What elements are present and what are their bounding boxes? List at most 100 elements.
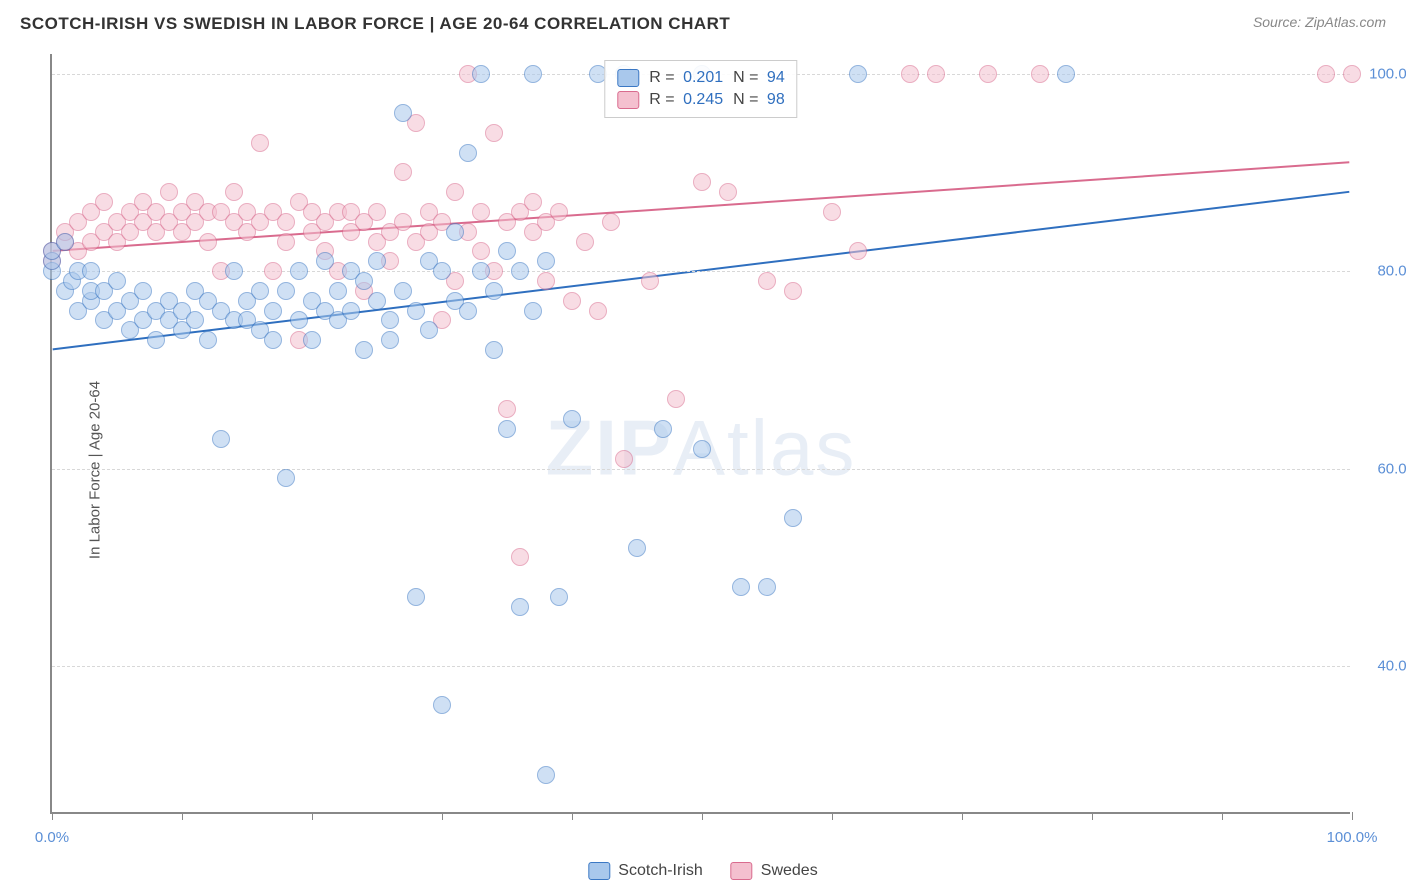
data-point <box>693 173 711 191</box>
data-point <box>485 124 503 142</box>
data-point <box>784 509 802 527</box>
data-point <box>758 272 776 290</box>
data-point <box>264 331 282 349</box>
data-point <box>667 390 685 408</box>
data-point <box>147 331 165 349</box>
n-label: N = 98 <box>733 91 785 109</box>
data-point <box>199 233 217 251</box>
legend-swatch-pink <box>617 91 639 109</box>
data-point <box>927 65 945 83</box>
legend-stats: R = 0.201 N = 94 R = 0.245 N = 98 <box>604 60 797 118</box>
r-label: R = 0.201 <box>649 69 723 87</box>
data-point <box>407 588 425 606</box>
data-point <box>394 104 412 122</box>
data-point <box>472 242 490 260</box>
x-tick <box>182 812 183 820</box>
data-point <box>537 272 555 290</box>
legend-stats-row: R = 0.245 N = 98 <box>617 89 784 111</box>
data-point <box>472 203 490 221</box>
legend-item-swedes: Swedes <box>731 862 818 880</box>
data-point <box>563 410 581 428</box>
data-point <box>186 311 204 329</box>
data-point <box>732 578 750 596</box>
y-tick-label: 60.0% <box>1377 460 1406 477</box>
data-point <box>329 282 347 300</box>
data-point <box>1031 65 1049 83</box>
y-tick-label: 100.0% <box>1369 65 1406 82</box>
data-point <box>979 65 997 83</box>
data-point <box>550 588 568 606</box>
data-point <box>368 292 386 310</box>
legend-swatch-blue <box>588 862 610 880</box>
data-point <box>446 223 464 241</box>
data-point <box>784 282 802 300</box>
data-point <box>420 321 438 339</box>
gridline <box>52 666 1350 667</box>
data-point <box>472 65 490 83</box>
data-point <box>849 242 867 260</box>
x-tick <box>832 812 833 820</box>
data-point <box>290 311 308 329</box>
data-point <box>563 292 581 310</box>
data-point <box>459 302 477 320</box>
data-point <box>719 183 737 201</box>
data-point <box>511 598 529 616</box>
data-point <box>641 272 659 290</box>
data-point <box>615 450 633 468</box>
data-point <box>342 302 360 320</box>
data-point <box>524 302 542 320</box>
data-point <box>264 302 282 320</box>
data-point <box>524 65 542 83</box>
data-point <box>82 262 100 280</box>
legend-label: Swedes <box>761 862 818 880</box>
data-point <box>368 203 386 221</box>
data-point <box>368 252 386 270</box>
data-point <box>589 302 607 320</box>
n-label: N = 94 <box>733 69 785 87</box>
data-point <box>537 766 555 784</box>
x-tick <box>962 812 963 820</box>
data-point <box>511 548 529 566</box>
data-point <box>394 213 412 231</box>
data-point <box>277 213 295 231</box>
data-point <box>355 341 373 359</box>
data-point <box>407 302 425 320</box>
data-point <box>901 65 919 83</box>
gridline <box>52 469 1350 470</box>
data-point <box>394 163 412 181</box>
x-tick <box>52 812 53 820</box>
data-point <box>316 252 334 270</box>
data-point <box>602 213 620 231</box>
data-point <box>277 282 295 300</box>
data-point <box>628 539 646 557</box>
x-tick <box>1222 812 1223 820</box>
data-point <box>849 65 867 83</box>
data-point <box>251 282 269 300</box>
data-point <box>56 233 74 251</box>
data-point <box>498 420 516 438</box>
data-point <box>277 233 295 251</box>
data-point <box>693 440 711 458</box>
x-tick <box>312 812 313 820</box>
data-point <box>381 331 399 349</box>
data-point <box>485 282 503 300</box>
data-point <box>1057 65 1075 83</box>
data-point <box>251 134 269 152</box>
data-point <box>576 233 594 251</box>
data-point <box>1343 65 1361 83</box>
data-point <box>225 262 243 280</box>
x-tick <box>1092 812 1093 820</box>
legend-swatch-pink <box>731 862 753 880</box>
data-point <box>199 331 217 349</box>
data-point <box>823 203 841 221</box>
data-point <box>108 272 126 290</box>
data-point <box>524 193 542 211</box>
data-point <box>212 430 230 448</box>
y-tick-label: 80.0% <box>1377 263 1406 280</box>
data-point <box>1317 65 1335 83</box>
x-tick-label: 100.0% <box>1327 829 1378 846</box>
gridline <box>52 271 1350 272</box>
data-point <box>758 578 776 596</box>
data-point <box>290 262 308 280</box>
data-point <box>134 282 152 300</box>
